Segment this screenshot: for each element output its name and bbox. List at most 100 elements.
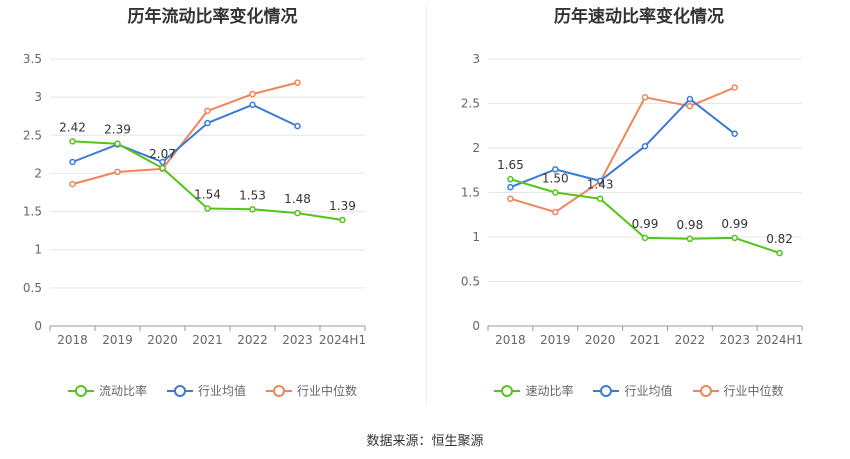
x-tick-label: 2019 <box>102 333 133 347</box>
current-ratio-panel: 历年流动比率变化情况 0 0.5 1 1.5 2 2.5 3 3.5 2018 2019 2020 2… <box>0 0 425 410</box>
legend-label: 行业均值 <box>197 384 246 398</box>
y-tick-label: 2 <box>472 141 480 155</box>
legend-item-company[interactable]: 速动比率 <box>494 382 573 399</box>
y-tick-label: 0.5 <box>23 281 42 295</box>
y-tick-label: 3 <box>472 52 480 66</box>
data-point <box>596 177 604 185</box>
data-point <box>294 209 301 217</box>
y-tick-label: 3 <box>34 90 42 104</box>
data-point <box>507 175 514 183</box>
chart-title: 历年速动比率变化情况 <box>554 7 724 27</box>
data-label: 2.39 <box>104 123 131 137</box>
data-label: 1.50 <box>542 172 569 186</box>
data-point <box>114 168 121 176</box>
data-point <box>204 107 211 115</box>
series-line-industry-median <box>510 86 736 214</box>
circle-line-icon <box>494 384 521 398</box>
data-point <box>249 101 256 109</box>
data-point <box>596 195 604 202</box>
series-line-industry-avg <box>510 98 736 189</box>
legend-item-industry-avg[interactable]: 行业均值 <box>593 382 673 399</box>
data-label: 0.99 <box>721 217 748 231</box>
legend-label: 流动比率 <box>98 384 147 398</box>
x-tick-label: 2020 <box>585 333 616 347</box>
data-point <box>204 119 211 127</box>
x-tick-label: 2021 <box>192 333 223 347</box>
y-tick-label: 1.5 <box>461 186 480 200</box>
data-label: 1.39 <box>329 199 356 213</box>
data-point <box>159 164 166 172</box>
legend-label: 行业均值 <box>624 384 673 398</box>
data-point <box>249 90 256 98</box>
data-point <box>686 235 694 243</box>
x-tick-label: 2023 <box>719 333 750 347</box>
y-tick-label: 2 <box>34 166 42 180</box>
circle-line-icon <box>166 384 193 398</box>
chart-legend: 流动比率 行业均值 行业中位数 <box>0 382 425 399</box>
quick-ratio-panel: 历年速动比率变化情况 0 0.5 1 1.5 2 2.5 3 2018 2019 2020 2021… <box>428 0 850 410</box>
data-point <box>731 234 738 242</box>
circle-line-icon <box>266 384 292 398</box>
y-tick-label: 2.5 <box>461 97 480 111</box>
data-point <box>294 79 301 86</box>
legend-label: 速动比率 <box>525 384 574 398</box>
data-point <box>731 130 738 138</box>
y-tick-label: 3.5 <box>23 52 42 66</box>
data-point <box>339 216 346 224</box>
data-point <box>731 84 738 91</box>
data-label: 0.98 <box>676 218 703 232</box>
y-tick-label: 1 <box>34 243 42 257</box>
x-tick-label: 2024H1 <box>319 333 366 347</box>
data-label: 1.48 <box>284 192 311 206</box>
legend-label: 行业中位数 <box>723 384 784 398</box>
data-label: 1.65 <box>497 158 524 172</box>
data-label: 1.43 <box>587 178 614 192</box>
circle-line-icon <box>67 384 94 398</box>
data-point <box>641 234 649 242</box>
panel-divider <box>426 5 427 405</box>
data-point <box>686 95 694 103</box>
data-point <box>294 122 301 130</box>
data-point <box>507 183 514 191</box>
data-point <box>69 158 76 166</box>
data-point <box>552 166 559 173</box>
circle-line-icon <box>692 384 719 398</box>
data-point <box>159 158 166 166</box>
data-source-note: 数据来源：恒生聚源 <box>366 434 484 449</box>
data-label: 0.99 <box>632 217 659 231</box>
data-point <box>552 208 559 216</box>
x-tick-label: 2022 <box>237 333 268 347</box>
data-point <box>204 205 211 212</box>
x-tick-label: 2018 <box>57 333 88 347</box>
data-point <box>69 180 76 188</box>
data-point <box>507 195 514 202</box>
current-ratio-chart: 0 0.5 1 1.5 2 2.5 3 3.5 2018 2019 2020 2021 2022 2023… <box>23 52 366 347</box>
data-point <box>552 189 559 196</box>
data-point <box>686 102 694 110</box>
x-tick-label: 2018 <box>495 333 526 347</box>
data-label: 2.07 <box>149 147 176 161</box>
legend-item-industry-avg[interactable]: 行业均值 <box>166 382 246 399</box>
data-label: 2.42 <box>59 120 86 134</box>
series-line-industry-avg <box>72 103 298 163</box>
series-line-industry-median <box>72 81 298 186</box>
data-point <box>641 94 649 101</box>
y-tick-label: 0 <box>472 319 480 333</box>
legend-item-company[interactable]: 流动比率 <box>67 382 147 399</box>
circle-line-icon <box>593 384 620 398</box>
data-label: 1.53 <box>239 188 266 202</box>
x-tick-label: 2024H1 <box>756 333 803 347</box>
y-tick-label: 0 <box>34 319 42 333</box>
chart-title: 历年流动比率变化情况 <box>127 7 298 27</box>
y-tick-label: 1 <box>472 230 480 244</box>
x-tick-label: 2019 <box>540 333 571 347</box>
legend-item-industry-median[interactable]: 行业中位数 <box>692 382 784 399</box>
data-point <box>641 142 649 150</box>
data-label: 0.82 <box>766 232 793 246</box>
x-tick-label: 2021 <box>630 333 661 347</box>
y-tick-label: 2.5 <box>23 128 42 142</box>
chart-legend: 速动比率 行业均值 行业中位数 <box>428 382 850 399</box>
legend-label: 行业中位数 <box>297 384 358 398</box>
y-tick-label: 0.5 <box>461 275 480 289</box>
legend-item-industry-median[interactable]: 行业中位数 <box>266 382 357 399</box>
